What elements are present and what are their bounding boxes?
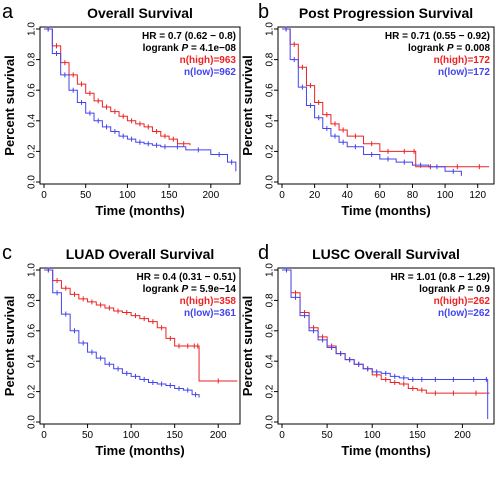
x-tick-label: 100 (123, 430, 140, 441)
hr-text: HR = 1.01 (0.8 − 1.29) (390, 272, 490, 283)
legend-high: n(high)=358 (180, 296, 237, 307)
logrank-text: logrank P = 0.008 (408, 43, 490, 54)
plot-frame (277, 26, 495, 185)
y-tick-label: 0.0 (27, 415, 38, 429)
hr-text: HR = 0.7 (0.62 − 0.8) (142, 31, 236, 42)
x-tick-label: 200 (210, 430, 227, 441)
x-tick-label: 50 (82, 430, 94, 441)
x-axis-label: Time (months) (341, 443, 430, 458)
y-tick-label: 0.4 (27, 113, 38, 127)
y-tick-label: 0.0 (265, 415, 276, 429)
logrank-text: logrank P = 5.9e−14 (143, 284, 237, 295)
x-tick-label: 0 (279, 430, 285, 441)
x-tick-label: 100 (437, 190, 454, 201)
y-axis-label: Percent survival (2, 296, 17, 396)
x-tick-label: 200 (454, 430, 471, 441)
x-tick-label: 150 (409, 430, 426, 441)
survival-curve-low (44, 269, 200, 398)
x-tick-label: 0 (41, 190, 47, 201)
y-tick-label: 0.4 (265, 354, 276, 368)
x-axis-label: Time (months) (95, 443, 184, 458)
plot-frame (39, 267, 241, 425)
x-tick-label: 150 (161, 190, 178, 201)
y-tick-label: 0.2 (27, 384, 38, 398)
x-tick-label: 60 (374, 190, 386, 201)
x-tick-label: 200 (202, 190, 219, 201)
chart-title: LUAD Overall Survival (66, 246, 215, 262)
legend-low: n(low)=262 (438, 308, 490, 319)
legend-low: n(low)=962 (184, 67, 236, 78)
y-tick-label: 0.6 (265, 83, 276, 97)
panel-b: b Post Progression Survival 0.0 0.2 0.4 0.6 0.… (240, 1, 495, 218)
x-tick-label: 100 (364, 430, 381, 441)
x-tick-label: 50 (322, 430, 334, 441)
plot-frame (277, 267, 495, 425)
legend-low: n(low)=361 (184, 308, 236, 319)
y-axis-label: Percent survival (240, 296, 255, 396)
x-tick-label: 80 (407, 190, 419, 201)
x-tick-label: 150 (166, 430, 183, 441)
y-tick-label: 1.0 (27, 22, 38, 36)
y-tick-label: 0.8 (27, 293, 38, 307)
x-tick-label: 120 (469, 190, 486, 201)
legend-low: n(low)=172 (438, 67, 490, 78)
y-tick-label: 0.4 (265, 113, 276, 127)
y-tick-label: 0.8 (27, 52, 38, 66)
x-tick-label: 0 (41, 430, 47, 441)
y-tick-label: 0.2 (265, 384, 276, 398)
panel-c: c LUAD Overall Survival 0.0 0.2 0.4 0.6 0.8 1.0… (2, 242, 241, 458)
panel-a: a Overall Survival 0.0 0.2 0.4 0.6 0.8 1.0 0 50 10… (2, 1, 241, 218)
chart-title: Overall Survival (87, 5, 193, 21)
y-tick-label: 0.0 (265, 175, 276, 189)
hr-text: HR = 0.4 (0.31 − 0.51) (136, 272, 236, 283)
x-tick-label: 100 (119, 190, 136, 201)
y-tick-label: 0.4 (27, 354, 38, 368)
y-tick-label: 1.0 (265, 263, 276, 277)
y-tick-label: 0.6 (27, 83, 38, 97)
panel-letter: d (258, 242, 269, 264)
y-tick-label: 0.0 (27, 175, 38, 189)
hr-text: HR = 0.71 (0.55 − 0.92) (385, 31, 490, 42)
logrank-text: logrank P = 0.9 (419, 284, 490, 295)
chart-title: LUSC Overall Survival (312, 246, 460, 262)
y-axis-label: Percent survival (240, 55, 255, 155)
y-tick-label: 0.6 (27, 323, 38, 337)
chart-title: Post Progression Survival (299, 5, 473, 21)
survival-curve-high (44, 269, 238, 382)
logrank-text: logrank P = 4.1e−08 (143, 43, 237, 54)
y-tick-label: 0.8 (265, 293, 276, 307)
panel-letter: b (258, 1, 269, 23)
survival-curve-high (44, 28, 191, 146)
plot-frame (39, 26, 241, 185)
y-tick-label: 0.2 (265, 144, 276, 158)
panel-d: d LUSC Overall Survival 0.0 0.2 0.4 0.6 0.8 1.0… (240, 242, 495, 458)
legend-high: n(high)=262 (434, 296, 491, 307)
y-tick-label: 0.6 (265, 323, 276, 337)
x-tick-label: 20 (309, 190, 321, 201)
panel-letter: a (2, 1, 14, 23)
y-tick-label: 1.0 (265, 22, 276, 36)
y-tick-label: 0.2 (27, 144, 38, 158)
legend-high: n(high)=963 (180, 55, 237, 66)
x-axis-label: Time (months) (95, 203, 184, 218)
legend-high: n(high)=172 (434, 55, 491, 66)
y-axis-label: Percent survival (2, 55, 17, 155)
panel-letter: c (2, 242, 12, 264)
y-tick-label: 1.0 (27, 263, 38, 277)
x-tick-label: 50 (80, 190, 92, 201)
y-tick-label: 0.8 (265, 52, 276, 66)
survival-curve-low (282, 269, 489, 419)
x-tick-label: 0 (279, 190, 285, 201)
x-tick-label: 40 (342, 190, 354, 201)
x-axis-label: Time (months) (341, 203, 430, 218)
survival-curve-low (282, 28, 462, 176)
